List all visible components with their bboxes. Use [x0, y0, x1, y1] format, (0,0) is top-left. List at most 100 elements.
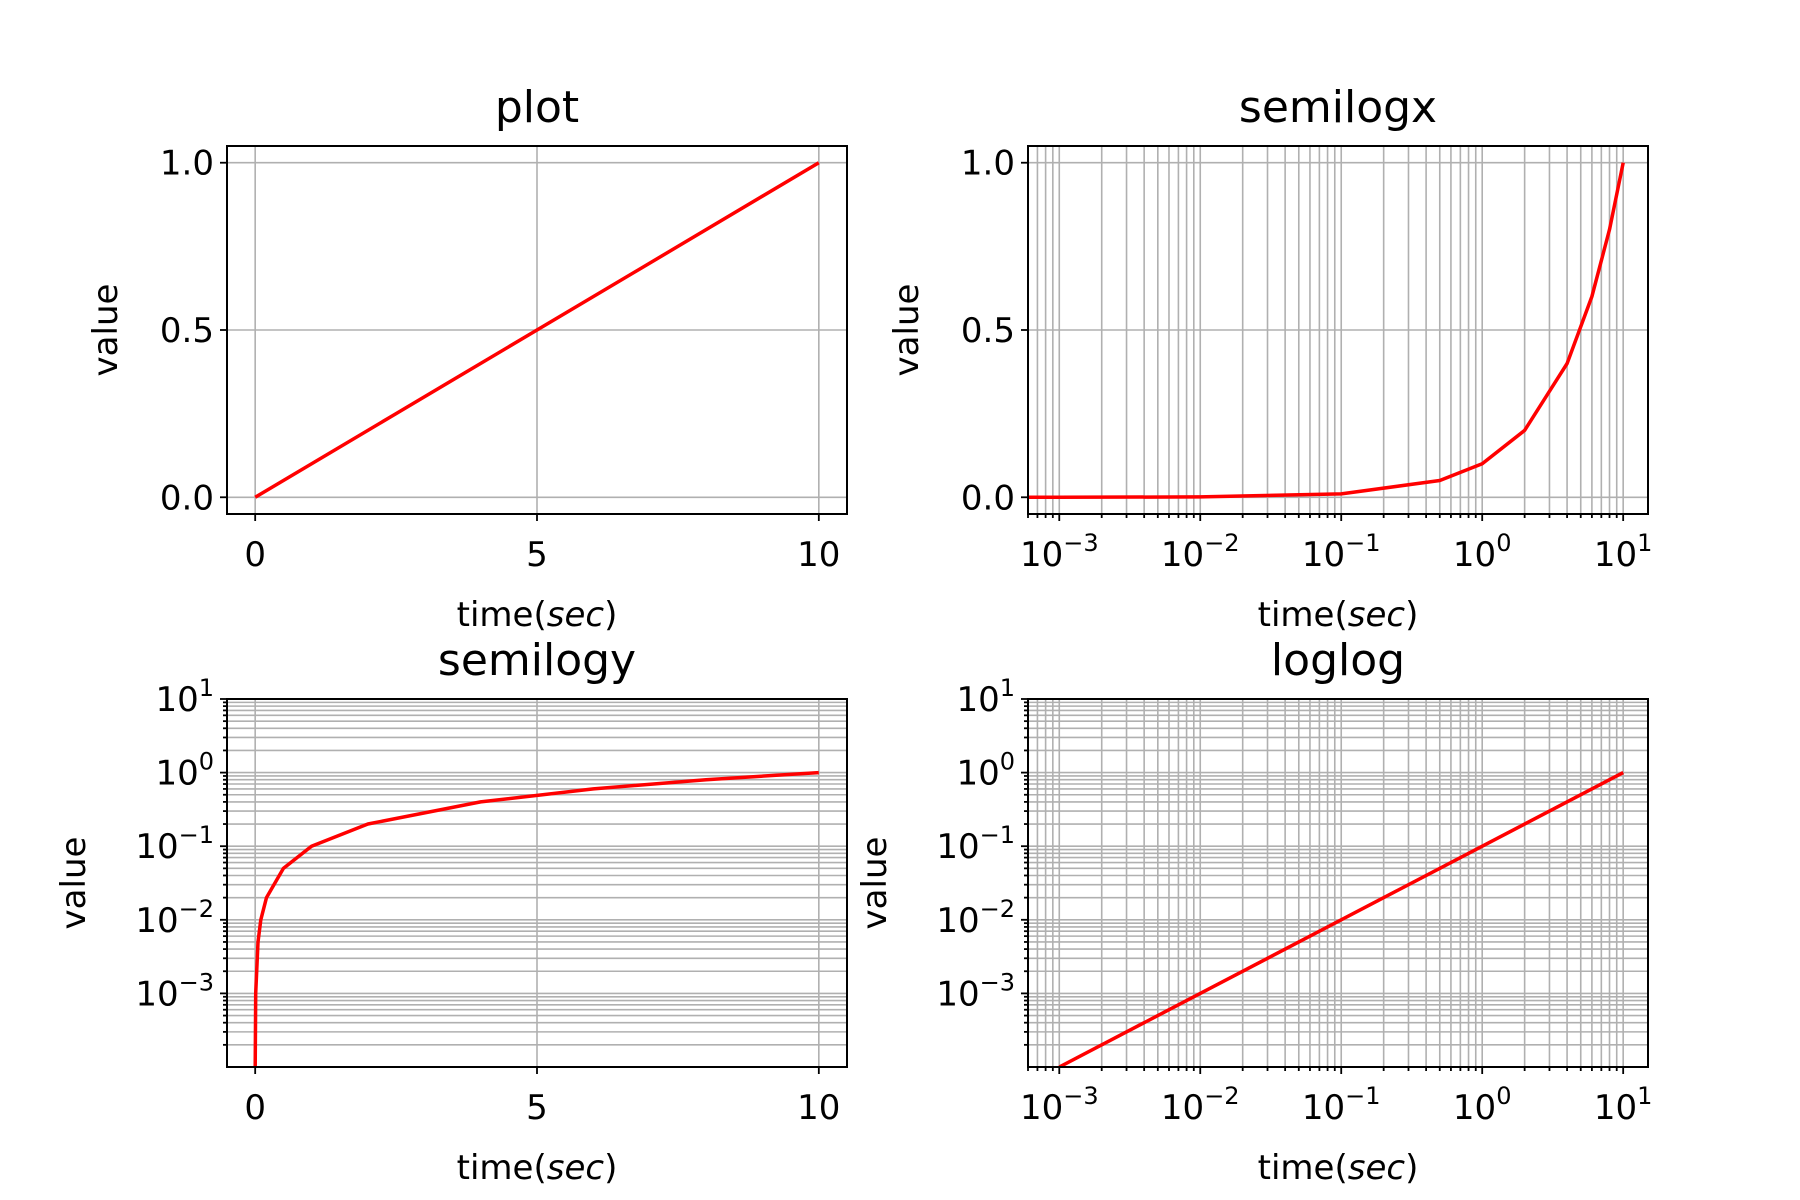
series-line: [253, 770, 819, 1067]
x-tick-label-base: 10: [1594, 1088, 1637, 1128]
chart-title: plot: [495, 82, 579, 133]
y-tick-label: 1.0: [961, 144, 1015, 184]
axes-frame: [1027, 698, 1649, 1068]
y-axis-label: value: [887, 284, 927, 377]
y-tick-label-base: 10: [936, 901, 979, 941]
x-tick-label-exponent: 1: [1637, 1082, 1652, 1110]
y-tick-label-exponent: −3: [980, 968, 1015, 996]
y-tick-label-base: 10: [936, 827, 979, 867]
x-tick-label: 10−3: [1020, 529, 1099, 575]
x-tick-label-exponent: 0: [1496, 529, 1511, 557]
y-tick-label: 100: [155, 748, 214, 794]
x-tick-label-base: 10: [1161, 1088, 1204, 1128]
y-tick-label: 10−1: [135, 821, 214, 867]
x-tick-label: 10−2: [1161, 1082, 1240, 1128]
x-tick-label-exponent: −1: [1345, 1082, 1380, 1110]
x-tick-label-exponent: −2: [1204, 1082, 1239, 1110]
x-axis-label-close: ): [1405, 595, 1418, 635]
x-tick-label: 5: [526, 1088, 548, 1128]
chart-title: semilogy: [438, 635, 636, 686]
x-axis-label-text: time(: [457, 1148, 547, 1188]
x-axis-label-close: ): [1405, 1148, 1418, 1188]
y-tick-label: 1.0: [160, 144, 214, 184]
x-tick-label-base: 10: [1453, 535, 1496, 575]
x-axis-label-unit: sec: [1348, 1148, 1406, 1188]
y-tick-label-exponent: 1: [1000, 674, 1015, 702]
x-tick-label: 10−1: [1302, 529, 1381, 575]
y-tick-label-base: 10: [155, 680, 198, 720]
y-tick-label-exponent: 0: [1000, 748, 1015, 776]
y-tick-label-base: 10: [155, 754, 198, 794]
x-axis-label-close: ): [604, 1148, 617, 1188]
y-axis-label: value: [86, 284, 126, 377]
y-tick-label: 100: [956, 748, 1015, 794]
x-tick-label-exponent: 0: [1496, 1082, 1511, 1110]
subplot-semilogx: 10−3 10−2 10−1 100 1010.00.51.0semilogxtime(…: [887, 82, 1652, 635]
y-tick-label-exponent: −3: [179, 968, 214, 996]
x-tick-label-base: 10: [1594, 535, 1637, 575]
y-tick-label-base: 10: [135, 901, 178, 941]
y-tick-label-base: 10: [135, 974, 178, 1014]
y-tick-label-base: 10: [956, 680, 999, 720]
series-line: [1058, 771, 1625, 1067]
y-tick-label: 10−2: [135, 895, 214, 941]
x-axis-label: time(sec): [457, 1148, 618, 1188]
x-tick-label: 0: [244, 1088, 266, 1128]
x-tick-label-exponent: 1: [1637, 529, 1652, 557]
y-tick-label: 10−3: [135, 968, 214, 1014]
y-tick-label-base: 10: [936, 974, 979, 1014]
y-tick-label: 101: [155, 674, 214, 720]
x-axis-label-close: ): [604, 595, 617, 635]
y-tick-label: 0.0: [961, 478, 1015, 518]
x-tick-label-exponent: −3: [1063, 529, 1098, 557]
x-tick-label-base: 10: [1302, 535, 1345, 575]
x-tick-label-base: 10: [1302, 1088, 1345, 1128]
x-tick-label: 10−1: [1302, 1082, 1381, 1128]
x-tick-label: 10: [797, 535, 840, 575]
y-tick-label-base: 10: [956, 754, 999, 794]
x-tick-label: 0: [244, 535, 266, 575]
series-line: [254, 161, 820, 499]
x-tick-label-base: 10: [1020, 1088, 1063, 1128]
series-line: [1028, 162, 1625, 500]
axes-frame: [226, 145, 848, 515]
x-axis-label: time(sec): [457, 595, 618, 635]
y-tick-label: 0.5: [961, 311, 1015, 351]
x-tick-label: 101: [1594, 1082, 1653, 1128]
axes-frame: [226, 698, 848, 1068]
y-tick-label: 10−1: [936, 821, 1015, 867]
chart-title: semilogx: [1239, 82, 1437, 133]
y-tick-label: 101: [956, 674, 1015, 720]
y-tick-label: 10−2: [936, 895, 1015, 941]
x-tick-label-base: 10: [1453, 1088, 1496, 1128]
x-tick-label: 5: [526, 535, 548, 575]
y-axis-label: value: [855, 837, 895, 930]
y-tick-label-exponent: −1: [179, 821, 214, 849]
y-tick-label-exponent: 1: [199, 674, 214, 702]
x-tick-label-exponent: −1: [1345, 529, 1380, 557]
x-axis-label-unit: sec: [547, 1148, 605, 1188]
x-axis-label-unit: sec: [1348, 595, 1406, 635]
chart-title: loglog: [1271, 635, 1405, 686]
x-axis-label: time(sec): [1258, 1148, 1419, 1188]
y-tick-label: 0.5: [160, 311, 214, 351]
axes-frame: [1027, 145, 1649, 515]
y-tick-label-exponent: −2: [179, 895, 214, 923]
subplot-plot: 0 5 10 0.0 0.5 1.0 plot time(sec) value: [86, 82, 848, 635]
subplot-semilogy: 0 5 1010−310−210−1100101semilogytime(sec)v…: [54, 635, 848, 1188]
x-axis-label-unit: sec: [547, 595, 605, 635]
subplot-loglog: 10−3 10−2 10−1 100 10110−310−210−1100101logl…: [855, 635, 1652, 1188]
x-axis-label-text: time(: [1258, 1148, 1348, 1188]
x-axis-label: time(sec): [1258, 595, 1419, 635]
y-tick-label-exponent: −2: [980, 895, 1015, 923]
x-axis-label-text: time(: [1258, 595, 1348, 635]
y-tick-label-base: 10: [135, 827, 178, 867]
y-tick-label: 10−3: [936, 968, 1015, 1014]
x-tick-label: 100: [1453, 1082, 1512, 1128]
x-tick-label-exponent: −2: [1204, 529, 1239, 557]
x-tick-label: 101: [1594, 529, 1653, 575]
x-tick-label-exponent: −3: [1063, 1082, 1098, 1110]
x-tick-label: 10: [797, 1088, 840, 1128]
x-tick-label: 10−2: [1161, 529, 1240, 575]
